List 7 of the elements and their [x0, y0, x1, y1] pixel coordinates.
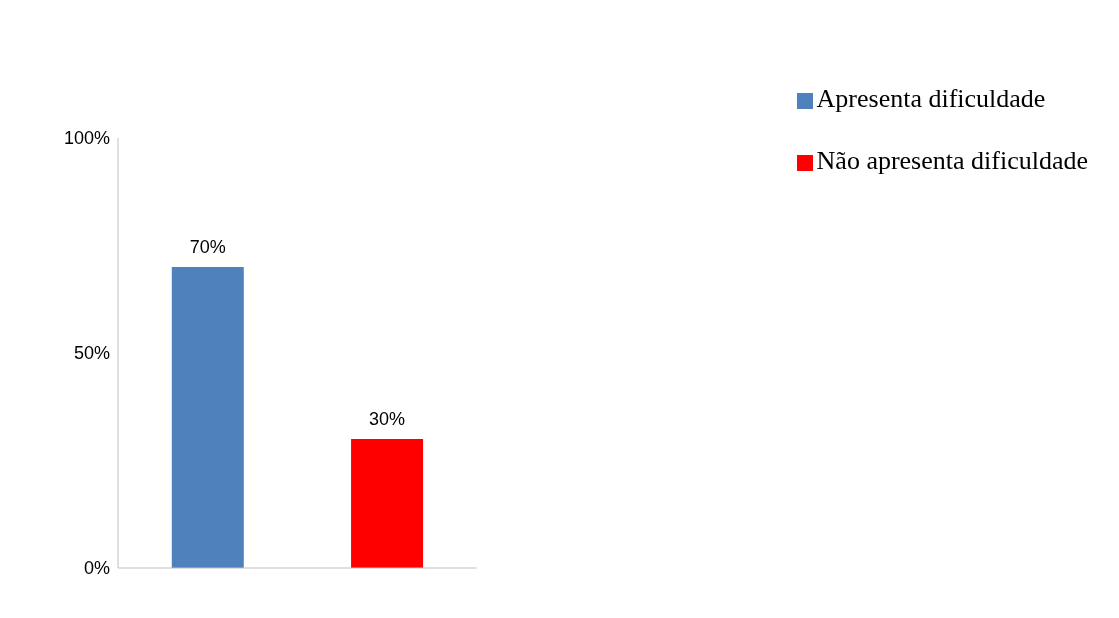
- data-label: 70%: [189, 237, 226, 257]
- legend-label: Não apresenta dificuldade: [816, 146, 1088, 175]
- data-label: 30%: [369, 409, 406, 429]
- y-tick-label: 50%: [73, 343, 110, 364]
- y-tick-label: 0%: [83, 558, 110, 579]
- legend-label: Apresenta dificuldade: [816, 84, 1046, 113]
- y-tick-label: 100%: [63, 128, 110, 149]
